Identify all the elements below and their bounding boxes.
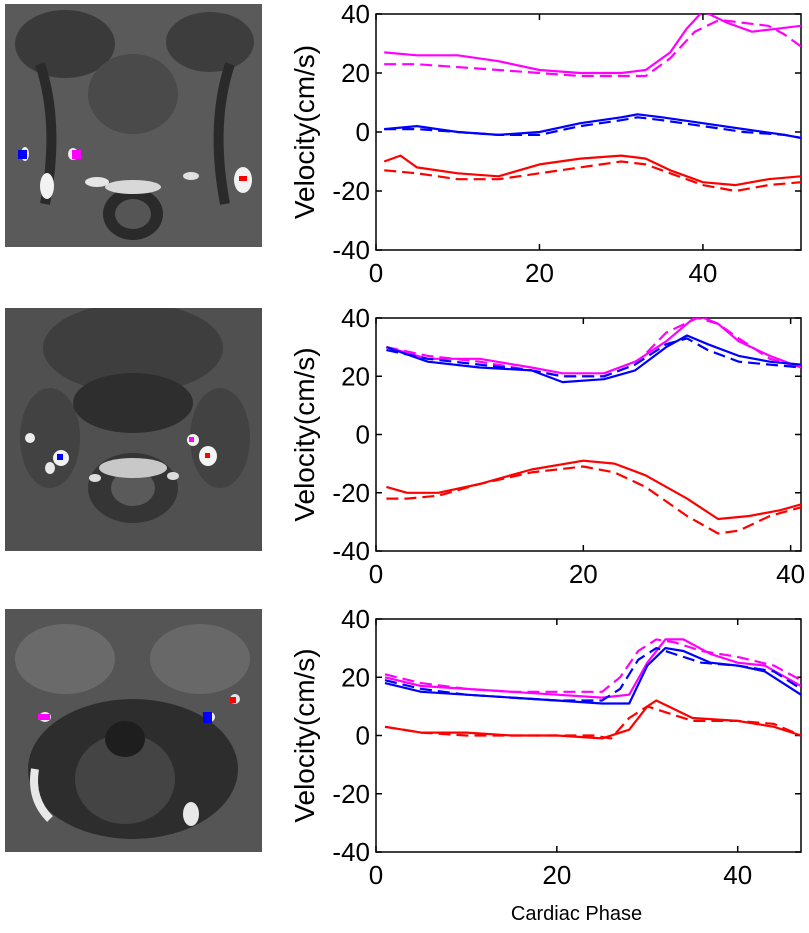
x-tick-label: 40 [723, 860, 752, 890]
vessel-marker-magenta [72, 150, 81, 159]
x-tick-label: 0 [369, 860, 383, 890]
y-tick-label: 20 [341, 58, 370, 88]
series-line-blue-dashed [386, 337, 801, 378]
series-line-magenta-dashed [384, 638, 801, 693]
series-line-red-solid [383, 154, 801, 187]
vessel-marker-red [205, 453, 210, 458]
y-tick-label: -40 [332, 536, 370, 566]
x-tick-label: 40 [688, 258, 717, 288]
y-axis-label: Velocity(cm/s) [289, 45, 320, 219]
x-tick-label: 20 [525, 258, 554, 288]
vessel-marker-blue [18, 150, 27, 159]
vessel-marker-blue [203, 712, 212, 723]
y-tick-label: -40 [332, 235, 370, 265]
vessel-marker-magenta [38, 714, 50, 720]
y-tick-label: -40 [332, 837, 370, 867]
series-line-blue-solid [384, 113, 801, 139]
x-tick-label: 0 [369, 258, 383, 288]
y-tick-label: 20 [341, 361, 370, 391]
y-tick-label: -20 [332, 176, 370, 206]
x-tick-label: 20 [569, 559, 598, 589]
vessel-marker-red [230, 697, 236, 703]
series-line-magenta-dashed [386, 318, 801, 378]
vessel-marker-red [239, 176, 247, 181]
series-line-red-dashed [384, 160, 801, 193]
x-tick-label: 40 [776, 559, 805, 589]
series-line-red-dashed [384, 705, 801, 740]
series-line-magenta-dashed [384, 18, 801, 78]
series-line-red-solid [386, 459, 801, 521]
y-tick-label: 40 [341, 303, 370, 333]
y-tick-label: 0 [356, 117, 370, 147]
x-axis-label: Cardiac Phase [511, 903, 642, 925]
series-line-magenta-solid [386, 318, 801, 375]
chart-panel-1: -40 -20 0 20 40 0 20 40 Velocity(cm/s) [289, 0, 802, 288]
series-line-blue-dashed [384, 646, 801, 702]
series-line-blue-dashed [384, 116, 801, 139]
series-line-blue-solid [386, 334, 801, 384]
series-line-red-solid [384, 699, 801, 740]
chart-panel-3: -40 -20 0 20 40 0 20 40 Velocity(cm/s) Cardiac Ph… [289, 604, 802, 925]
y-tick-label: 40 [341, 0, 370, 29]
y-tick-label: -20 [332, 779, 370, 809]
series-line-magenta-solid [384, 638, 801, 699]
vessel-marker-magenta [189, 437, 194, 442]
axes-box [375, 13, 802, 251]
y-tick-label: 40 [341, 604, 370, 634]
y-axis-label: Velocity(cm/s) [289, 347, 320, 521]
series-line-red-dashed [386, 465, 801, 535]
y-tick-label: 0 [356, 420, 370, 450]
vessel-marker-blue [57, 454, 63, 460]
mri-slice-upper-neck [5, 4, 262, 247]
mri-slice-lower-neck [5, 609, 262, 852]
y-tick-label: 20 [341, 662, 370, 692]
y-axis-label: Velocity(cm/s) [289, 648, 320, 822]
y-tick-label: 0 [356, 721, 370, 751]
chart-panel-2: -40 -20 0 20 40 0 20 40 Velocity(cm/s) [289, 303, 805, 589]
x-tick-label: 20 [542, 860, 571, 890]
x-tick-label: 0 [369, 559, 383, 589]
mri-slice-mid-neck [5, 308, 262, 551]
series-line-magenta-solid [384, 14, 801, 75]
y-tick-label: -20 [332, 478, 370, 508]
